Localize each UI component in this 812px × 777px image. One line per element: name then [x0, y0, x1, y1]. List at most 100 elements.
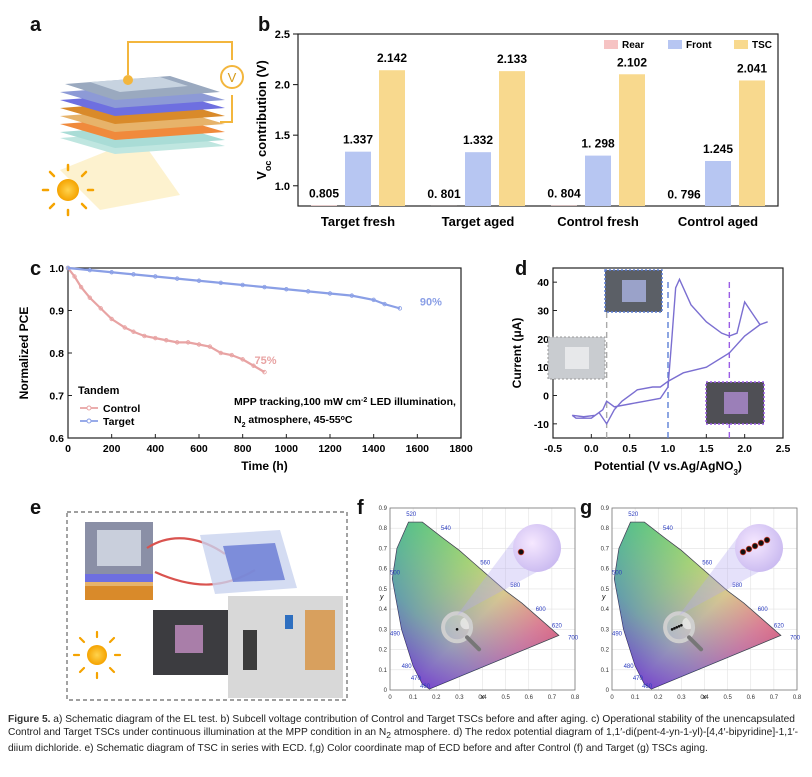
bar-front [585, 155, 611, 206]
panel-label-f: f [357, 497, 364, 519]
c-x-tick-label: 600 [190, 443, 208, 455]
bar-value-label: 2.133 [497, 52, 527, 66]
panel-a-schematic: V [41, 41, 244, 217]
cie-wavelength-label: 490 [390, 631, 401, 637]
cie-y-tick-label: 0.6 [379, 567, 388, 573]
bar-tsc [379, 70, 405, 206]
cie-wavelength-label: 460 [420, 684, 431, 690]
cie-wavelength-label: 600 [758, 607, 769, 613]
bar-tsc [739, 80, 765, 206]
cie-y-tick-label: 0.1 [601, 668, 610, 674]
panel-label-b: b [258, 14, 271, 36]
ecd-window-high [724, 392, 748, 414]
c-y-tick-label: 0.6 [49, 433, 64, 445]
panel-label-d: d [515, 258, 528, 280]
c-point-target [327, 291, 333, 296]
c-x-tick-label: 1000 [275, 443, 299, 455]
b-y-tick-label: 2.5 [275, 29, 290, 41]
zoom-data-point [757, 539, 765, 547]
caption-sub-1: 2 [386, 730, 392, 741]
c-point-control [185, 340, 191, 345]
wire-bottom [220, 95, 233, 123]
b-y-tick-label: 1.0 [275, 181, 290, 193]
cie-wavelength-label: 520 [406, 512, 417, 518]
c-point-target [240, 282, 245, 288]
bar-value-label: 0. 796 [667, 187, 701, 201]
cie-wavelength-label: 500 [390, 571, 401, 577]
panel-label-g: g [580, 497, 593, 519]
b-y-tick-label: 1.5 [275, 130, 290, 142]
wire-top [127, 41, 233, 75]
caption-text-1: a) Schematic diagram of the EL test. b) … [8, 714, 795, 739]
d-cv-curve [571, 277, 768, 426]
d-y-tick-label: 30 [537, 306, 549, 318]
c-point-target [65, 265, 71, 271]
legend-swatch [734, 40, 748, 49]
cie-wavelength-label: 490 [612, 631, 623, 637]
cie-wavelength-label: 700 [568, 635, 579, 641]
c-point-target [262, 284, 267, 290]
cie-y-tick-label: 0.2 [601, 648, 610, 654]
bar-front [345, 151, 371, 206]
c-y-tick-label: 0.9 [49, 306, 64, 318]
bar-rear [311, 205, 337, 206]
cie-x-tick-label: 0.5 [723, 695, 732, 701]
bar-value-label: 1.245 [703, 142, 733, 156]
c-point-control [218, 350, 224, 356]
sun-icon [41, 163, 95, 217]
cie-wavelength-label: 560 [480, 561, 491, 567]
cie-y-tick-label: 0.8 [601, 526, 610, 532]
c-point-control [174, 340, 180, 345]
c-legend-marker [86, 405, 92, 411]
c-point-control [240, 357, 245, 362]
bar-value-label: 2.102 [617, 55, 647, 69]
ecd-photo-insets [547, 269, 765, 425]
bar-value-label: 1.337 [343, 133, 373, 147]
bar-value-label: 0.805 [309, 186, 339, 200]
cie-locus-blue-overlay [614, 522, 781, 689]
legend-label: Front [686, 40, 712, 51]
c-point-target [153, 274, 158, 279]
cie-y-tick-label: 0.4 [601, 607, 610, 613]
d-y-tick-label: 0 [543, 391, 549, 403]
magnifier-lens [441, 611, 474, 644]
d-y-axis-label: Current (μA) [510, 318, 524, 389]
cie-y-tick-label: 0.9 [601, 506, 610, 512]
cie-y-tick-label: 0.3 [379, 627, 388, 633]
caption-text-2: atmosphere. d) The redox potential diagr… [8, 727, 799, 755]
c-legend-label: Target [103, 416, 135, 428]
c-point-control [164, 338, 169, 343]
zoom-circle [735, 524, 783, 572]
c-point-target [218, 280, 224, 286]
d-x-tick-label: 2.5 [776, 443, 791, 455]
cie-wavelength-label: 500 [612, 571, 623, 577]
magnifier-handle [687, 635, 704, 652]
cie-x-tick-label: 0.7 [548, 695, 557, 701]
bar-front [465, 152, 491, 206]
c-point-target [87, 267, 93, 273]
d-y-tick-label: 40 [537, 277, 549, 289]
cie-y-tick-label: 0.3 [601, 627, 610, 633]
c-point-control [109, 316, 114, 322]
cie-x-tick-label: 0.3 [677, 695, 686, 701]
c-point-control [153, 335, 158, 341]
e-dashed-box [66, 511, 348, 701]
c-point-control [196, 342, 202, 347]
c-y-tick-label: 0.8 [49, 348, 64, 360]
panel-label-c: c [30, 258, 42, 280]
c-x-tick-label: 200 [103, 443, 121, 455]
cie-locus-blue-overlay [392, 522, 559, 689]
b-y-axis-label: Voc contribution (V) [254, 60, 273, 180]
b-x-category-label: Control fresh [557, 214, 639, 229]
cie-x-label: x [480, 694, 485, 701]
cie-wavelength-label: 480 [402, 664, 413, 670]
d-x-tick-label: 1.0 [661, 443, 676, 455]
zoom-data-point [739, 548, 747, 556]
panel-c-line-chart: Normalized PCE Time (h) 0.60.70.80.91.0 … [17, 263, 473, 473]
cie-x-tick-label: 0.1 [409, 695, 418, 701]
bar-front [705, 160, 731, 206]
c-legend-title: Tandem [78, 385, 120, 397]
bar-tsc [499, 71, 525, 206]
panel-fg-cie-charts: 0 0.1 0.2 0.3 0.4 0.5 0.6 0.7 0.8 0 0.1 0.2 0.3 0.4 0.… [379, 506, 802, 701]
cie-wavelength-label: 540 [441, 526, 452, 532]
